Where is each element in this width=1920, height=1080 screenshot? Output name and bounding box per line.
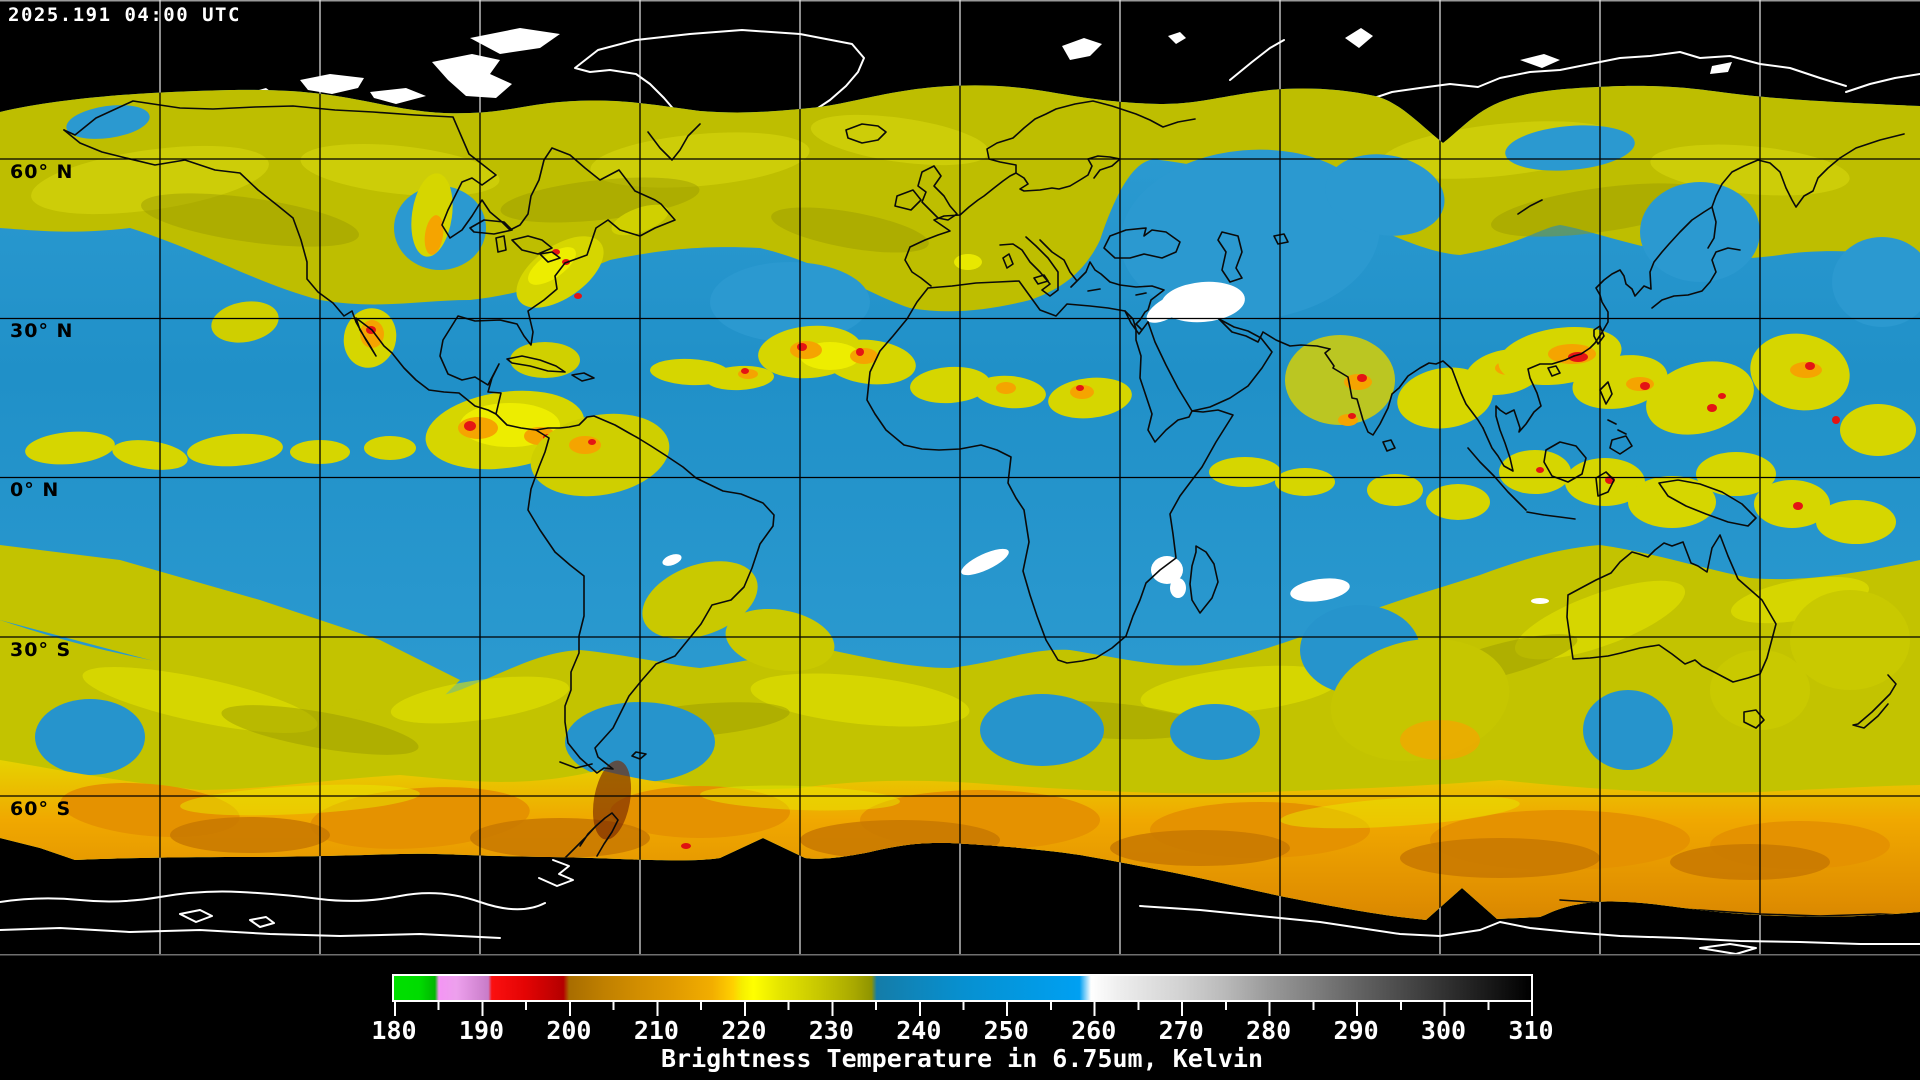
satellite-data-region bbox=[0, 85, 1920, 921]
latitude-label-0n: 0° N bbox=[10, 479, 60, 501]
colorbar-major-ticks bbox=[394, 1002, 1534, 1016]
colorbar-label-300: 300 bbox=[1420, 1016, 1467, 1045]
graticule-over-data bbox=[0, 85, 1920, 921]
latitude-label-60s: 60° S bbox=[10, 798, 72, 820]
colorbar-label-250: 250 bbox=[983, 1016, 1029, 1045]
south-pacific-band bbox=[0, 545, 460, 720]
colorbar-label-280: 280 bbox=[1246, 1016, 1292, 1045]
antarctic-band-texture bbox=[60, 760, 1890, 880]
map-bottom-border bbox=[0, 954, 1920, 956]
latitude-label-30n: 30° N bbox=[10, 320, 74, 342]
coldest-cloud-tops bbox=[662, 281, 1549, 604]
colorbar-label-230: 230 bbox=[808, 1016, 854, 1045]
colorbar-label-260: 260 bbox=[1071, 1016, 1117, 1045]
colorbar-label-290: 290 bbox=[1333, 1016, 1379, 1045]
timestamp: 2025.191 04:00 UTC bbox=[8, 4, 241, 26]
colorbar-caption: Brightness Temperature in 6.75um, Kelvin bbox=[660, 1044, 1264, 1073]
colorbar-gradient bbox=[392, 974, 1533, 1002]
colorbar-label-210: 210 bbox=[633, 1016, 679, 1045]
colorbar-label-220: 220 bbox=[721, 1016, 767, 1045]
colorbar-label-270: 270 bbox=[1158, 1016, 1204, 1045]
colorbar-label-180: 180 bbox=[371, 1016, 417, 1045]
colorbar-label-190: 190 bbox=[458, 1016, 505, 1045]
colorbar-label-240: 240 bbox=[896, 1016, 942, 1045]
latitude-label-30s: 30° S bbox=[10, 639, 72, 661]
colorbar-label-310: 310 bbox=[1508, 1016, 1554, 1045]
latitude-label-60n: 60° N bbox=[10, 161, 74, 183]
colorbar-label-200: 200 bbox=[546, 1016, 592, 1045]
cloud-clusters bbox=[25, 173, 1916, 762]
